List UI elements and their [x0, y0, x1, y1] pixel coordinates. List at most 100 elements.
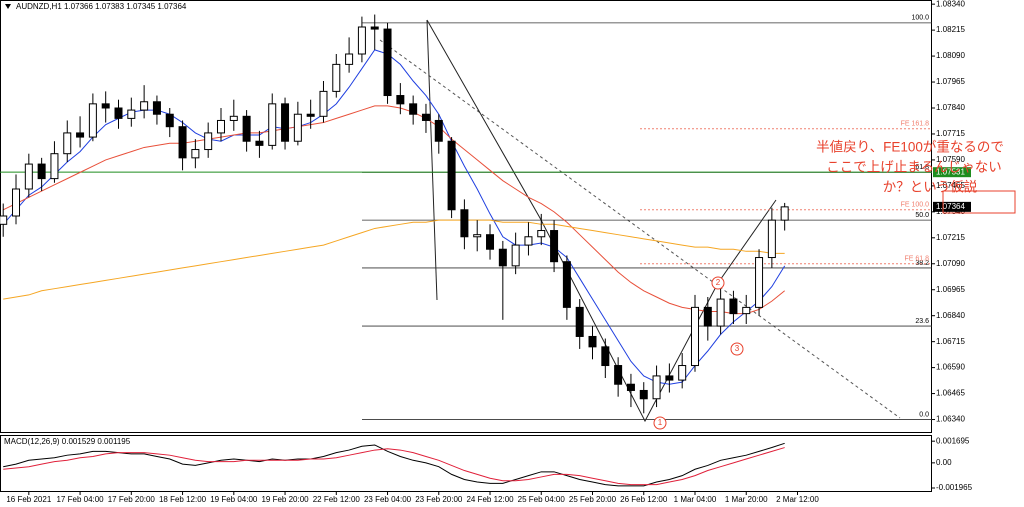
macd-line [3, 447, 785, 486]
candle-body [152, 101, 161, 115]
highlight-box [942, 190, 1016, 214]
annotation: か？という仮説 [883, 180, 978, 195]
moving-average [2, 105, 785, 315]
candle-body [345, 53, 354, 65]
x-tick-label: 1 Mar 04:00 [674, 495, 717, 504]
trend-line [379, 39, 901, 419]
candle-body [101, 103, 110, 109]
candle-body [50, 153, 59, 180]
y-tick-label: -0.001965 [936, 483, 973, 492]
candle-body [293, 113, 302, 142]
x-tick-label: 17 Feb 04:00 [56, 495, 104, 504]
x-tick-label: 23 Feb 20:00 [415, 495, 463, 504]
fe-label: FE 100.0 [901, 202, 930, 209]
candle-body [588, 335, 597, 348]
marker-label: 1 [658, 418, 663, 427]
candle-body [229, 115, 238, 121]
x-tick-label: 24 Feb 12:00 [466, 495, 514, 504]
x-tick-label: 19 Feb 04:00 [210, 495, 258, 504]
candle-body [498, 248, 507, 267]
price-tag-label: 1.07364 [936, 202, 965, 211]
x-tick-label: 17 Feb 20:00 [108, 495, 156, 504]
candle-body [204, 132, 213, 151]
candle-body [690, 306, 699, 367]
x-tick-label: 26 Feb 12:00 [620, 495, 668, 504]
candle-body [216, 119, 225, 134]
candle-body [114, 107, 123, 119]
candle-body [191, 149, 200, 159]
annotation: ここで上げ止まるんじゃない [826, 160, 1002, 175]
candle-body [729, 298, 738, 315]
fib-label: 100.0 [911, 15, 929, 22]
price-tag [933, 167, 971, 178]
y-tick-label: 1.06590 [936, 363, 965, 372]
candle-body [242, 115, 251, 142]
x-tick-label: 22 Feb 12:00 [313, 495, 361, 504]
y-tick-label: 0.00 [936, 458, 952, 467]
candle-body [550, 230, 559, 263]
candle-body [665, 375, 674, 381]
candle-body [780, 206, 789, 221]
wave-line [426, 19, 777, 423]
y-tick-label: 1.06965 [936, 285, 965, 294]
candle-body [396, 95, 405, 105]
wave-line [426, 19, 438, 301]
y-tick-label: 1.08215 [936, 25, 965, 34]
candle-body [63, 132, 72, 155]
candle-body [268, 103, 277, 146]
candle-body [703, 306, 712, 327]
candle-body [524, 236, 533, 246]
y-tick-label: 1.06715 [936, 337, 965, 346]
candle-body [755, 257, 764, 308]
candle-body [24, 163, 33, 190]
y-tick-label: 1.08090 [936, 51, 965, 60]
x-tick-label: 25 Feb 04:00 [518, 495, 566, 504]
candle-body [37, 163, 46, 180]
candle-body [255, 140, 264, 146]
marker [653, 416, 667, 430]
candle-body [0, 215, 8, 225]
y-tick-label: 1.07465 [936, 181, 965, 190]
marker-label: 3 [735, 344, 740, 353]
x-tick-label: 2 Mar 12:00 [776, 495, 819, 504]
y-tick-label: 1.08340 [936, 0, 965, 8]
candle-body [434, 119, 443, 142]
y-tick-label: 1.07090 [936, 259, 965, 268]
x-tick-label: 1 Mar 20:00 [725, 495, 768, 504]
y-tick-label: 1.07715 [936, 129, 965, 138]
fe-label: FE 61.8 [904, 256, 929, 263]
price-tag [933, 201, 971, 212]
fib-label: 0.0 [919, 411, 929, 418]
candle-body [357, 26, 366, 55]
candle-body [537, 230, 546, 238]
candle-body [767, 219, 776, 259]
candle-body [562, 261, 571, 308]
y-tick-label: 1.07965 [936, 77, 965, 86]
moving-average [3, 219, 785, 300]
candle-body [601, 346, 610, 367]
macd-line [3, 442, 785, 487]
y-tick-label: 1.07215 [936, 233, 965, 242]
candle-body [678, 365, 687, 381]
candle-body [409, 103, 418, 115]
candle-body [88, 103, 97, 138]
candle-body [319, 90, 328, 117]
x-tick-label: 23 Feb 04:00 [364, 495, 412, 504]
fe-label: FE 161.8 [901, 121, 930, 128]
candle-body [652, 375, 661, 400]
macd-title: MACD(12,26,9) 0.001529 0.001195 [4, 437, 131, 446]
x-tick-label: 16 Feb 2021 [6, 495, 51, 504]
header: AUDNZD,H1 1.07366 1.07383 1.07345 1.0736… [16, 2, 187, 11]
candle-body [473, 234, 482, 238]
fib-label: 23.6 [915, 318, 929, 325]
candle-body [12, 188, 21, 217]
candle-body [716, 298, 725, 327]
candle-body [742, 306, 751, 315]
y-tick-label: 0.001695 [936, 436, 970, 445]
candle-body [639, 389, 648, 400]
y-tick-label: 1.06465 [936, 389, 965, 398]
marker [730, 342, 744, 356]
candle-body [511, 244, 520, 267]
candle-body [178, 126, 187, 159]
candle-body [614, 365, 623, 385]
